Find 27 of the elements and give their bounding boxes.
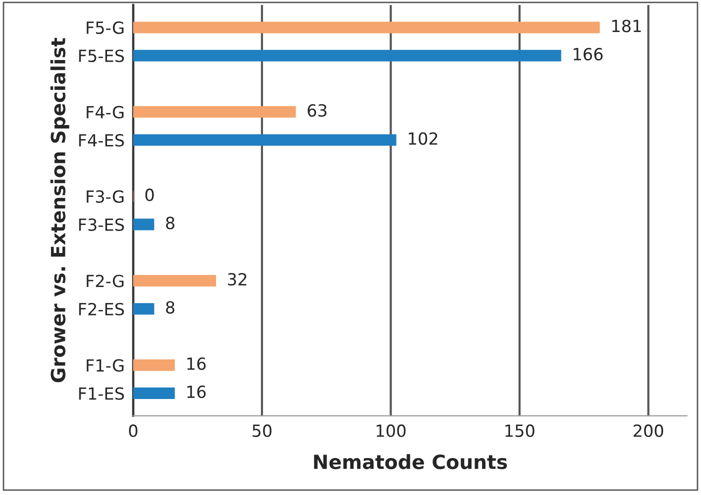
y-tick-label: F2-G [86,274,124,288]
y-tick-label: F3-ES [79,218,124,232]
data-label: 8 [166,216,174,230]
data-label: 16 [187,386,206,398]
data-label: 102 [408,132,438,145]
data-label: 8 [166,301,174,314]
x-tick-label: 150 [505,424,534,438]
x-tick-label: 50 [252,424,272,438]
y-tick-label: F4-G [86,106,124,118]
y-tick-label: F4-ES [79,134,124,147]
y-tick-label: F1-G [86,359,124,372]
y-tick-label: F5-ES [79,50,124,62]
x-tick-label: 0 [128,424,138,438]
y-axis-title: Grower vs. Extension Specialist [50,38,70,382]
data-label: 16 [187,357,206,370]
x-axis-title: Nematode Counts [314,454,507,470]
data-label: 63 [308,104,326,117]
y-tick-label: F2-ES [79,302,124,316]
y-tick-label: F1-ES [79,387,124,400]
x-tick-label: 200 [634,424,664,438]
y-tick-label: F3-G [86,190,124,203]
data-label: 0 [145,188,154,202]
data-label: 166 [574,48,603,60]
data-label: 181 [612,20,641,32]
y-tick-label: F5-G [86,21,124,34]
x-tick-label: 100 [376,424,406,438]
data-label: 32 [228,272,246,286]
